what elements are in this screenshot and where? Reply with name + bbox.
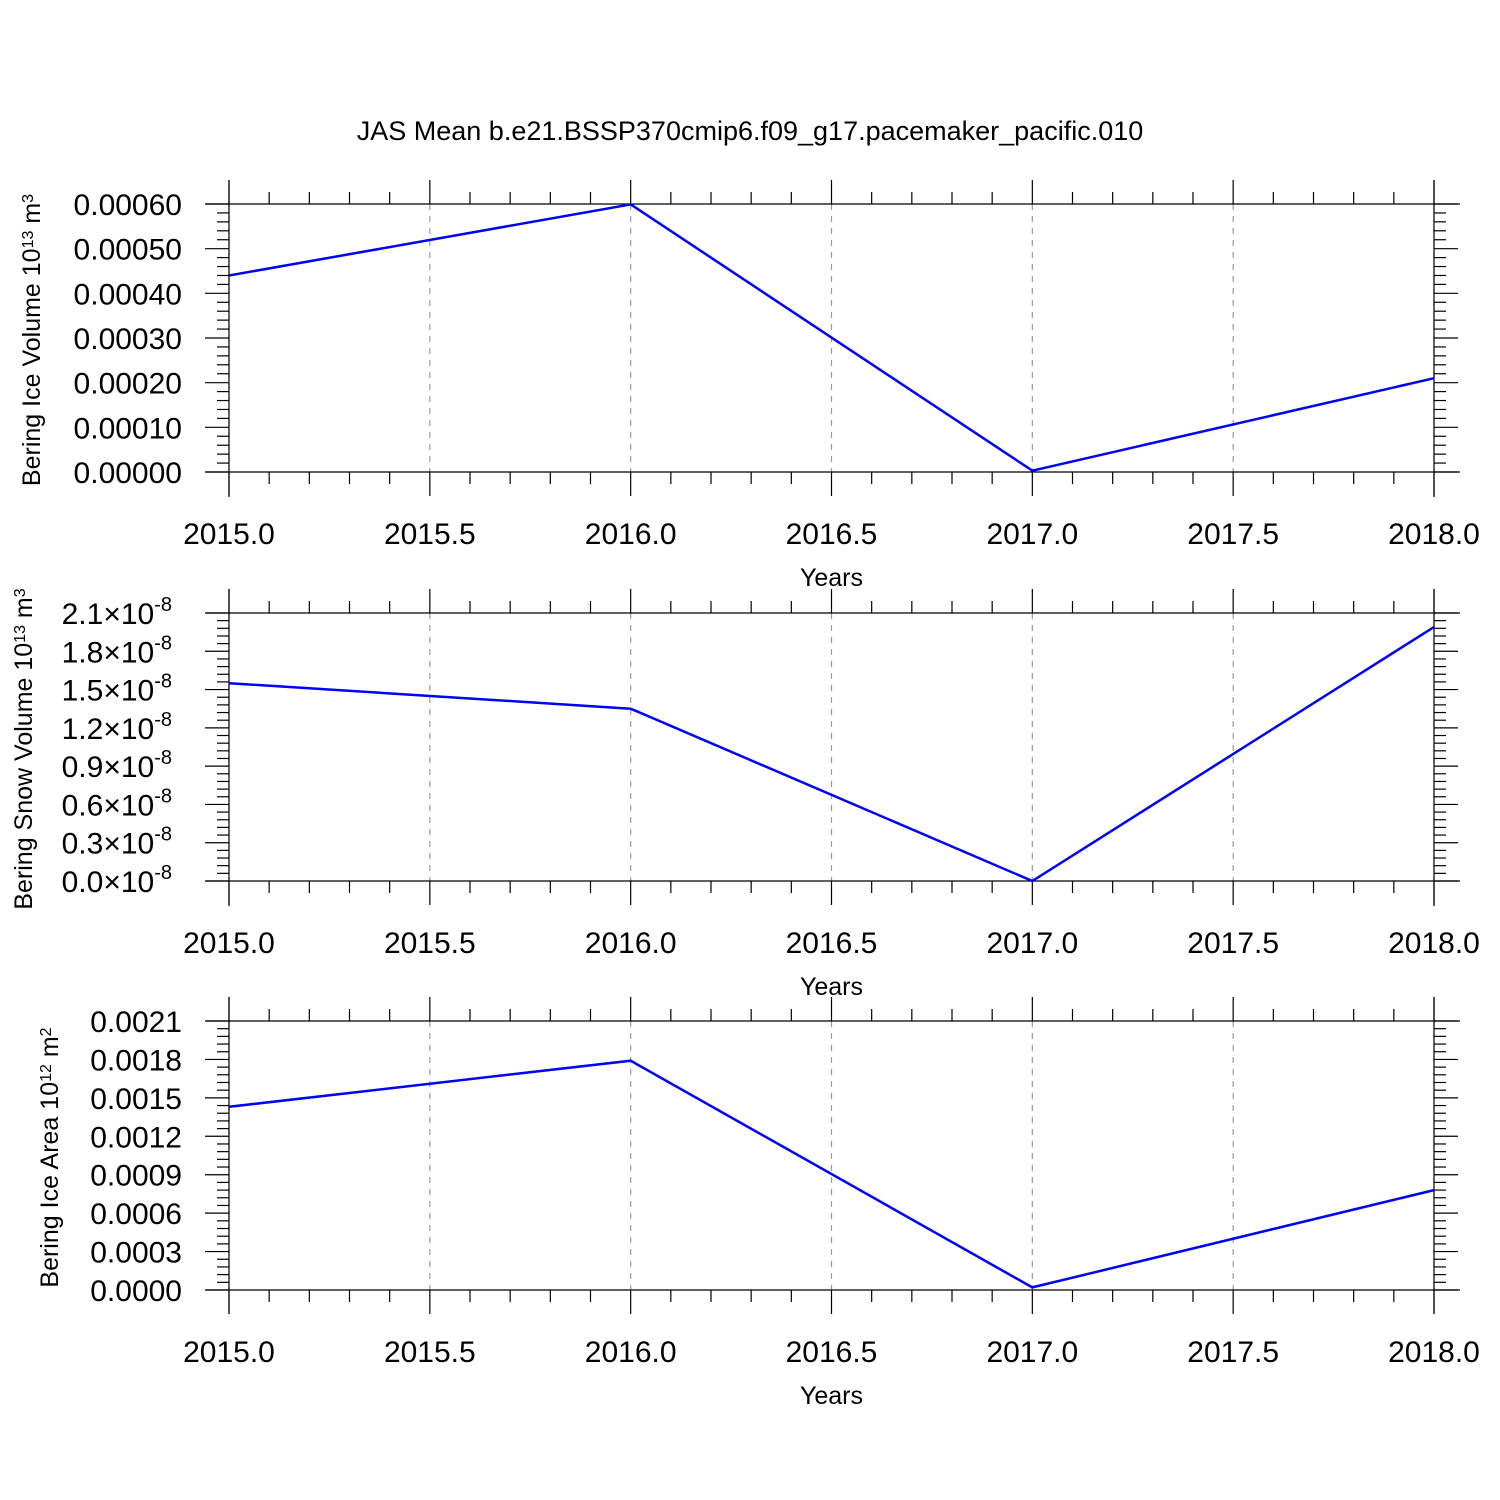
chart-panel-3: 2015.0 2015.5 2016.0 2016.5 2017.0 2017.5 2018… — [36, 997, 1480, 1410]
y-tick-label: 0.0003 — [90, 1237, 182, 1270]
x-tick-label: 2015.5 — [384, 518, 476, 551]
x-tick-label: 2015.0 — [183, 518, 275, 551]
y-tick-label: 2.1×10-8 — [62, 594, 172, 631]
series-line — [228, 203, 1435, 473]
y-tick-label: 0.00030 — [74, 323, 182, 356]
x-tick-label: 2017.5 — [1187, 927, 1279, 960]
x-tick-label: 2016.0 — [585, 927, 677, 960]
y-tick-label: 0.0×10-8 — [62, 862, 172, 899]
x-tick-label: 2017.0 — [986, 518, 1078, 551]
x-tick-label: 2015.5 — [384, 927, 476, 960]
x-tick-label: 2016.5 — [786, 927, 878, 960]
y-axis-label: Bering Ice Area 1012 m2 — [36, 1027, 64, 1287]
x-tick-label: 2016.0 — [585, 518, 677, 551]
series-line — [228, 625, 1435, 883]
x-tick-label: 2015.0 — [183, 1336, 275, 1369]
y-tick-label: 0.00000 — [74, 457, 182, 490]
x-tick-label: 2016.5 — [786, 518, 878, 551]
y-tick-label: 0.00060 — [74, 189, 182, 222]
x-tick-label: 2018.0 — [1388, 1336, 1480, 1369]
figure-title: JAS Mean b.e21.BSSP370cmip6.f09_g17.pace… — [357, 116, 1144, 146]
x-axis-label: Years — [800, 973, 863, 1001]
y-tick-label: 0.9×10-8 — [62, 747, 172, 784]
y-tick-label: 0.0018 — [90, 1044, 182, 1077]
y-tick-label: 0.0012 — [90, 1121, 182, 1154]
y-tick-label: 0.6×10-8 — [62, 785, 172, 822]
y-tick-label: 0.00010 — [74, 412, 182, 445]
x-tick-label: 2016.5 — [786, 1336, 878, 1369]
y-tick-label: 1.2×10-8 — [62, 709, 172, 746]
x-axis-label: Years — [800, 1382, 863, 1410]
x-tick-label: 2015.5 — [384, 1336, 476, 1369]
y-tick-label: 0.0015 — [90, 1083, 182, 1116]
y-tick-label: 0.0009 — [90, 1160, 182, 1193]
panels: 2015.0 2015.5 2016.0 2016.5 2017.0 2017.5 2018… — [10, 180, 1480, 1410]
x-tick-label: 2016.0 — [585, 1336, 677, 1369]
x-tick-label: 2018.0 — [1388, 518, 1480, 551]
y-tick-label: 1.8×10-8 — [62, 632, 172, 669]
x-tick-label: 2017.0 — [986, 1336, 1078, 1369]
x-tick-label: 2018.0 — [1388, 927, 1480, 960]
y-axis-label: Bering Ice Volume 1013 m3 — [18, 194, 46, 486]
y-tick-label: 0.0006 — [90, 1198, 182, 1231]
x-tick-label: 2017.5 — [1187, 1336, 1279, 1369]
x-tick-label: 2017.5 — [1187, 518, 1279, 551]
y-tick-label: 0.3×10-8 — [62, 824, 172, 861]
y-tick-label: 1.5×10-8 — [62, 671, 172, 708]
x-tick-label: 2017.0 — [986, 927, 1078, 960]
y-tick-label: 0.0000 — [90, 1275, 182, 1308]
y-tick-label: 0.00050 — [74, 234, 182, 267]
y-tick-label: 0.00040 — [74, 278, 182, 311]
y-tick-label: 0.00020 — [74, 368, 182, 401]
y-tick-label: 0.0021 — [90, 1006, 182, 1039]
x-tick-label: 2015.0 — [183, 927, 275, 960]
chart-panel-2: 2015.0 2015.5 2016.0 2016.5 2017.0 2017.5 2018… — [10, 588, 1480, 1001]
series-line — [228, 1059, 1435, 1289]
chart-panel-1: 2015.0 2015.5 2016.0 2016.5 2017.0 2017.5 2018… — [18, 180, 1480, 592]
y-axis-label: Bering Snow Volume 1013 m3 — [10, 588, 38, 909]
x-axis-label: Years — [800, 564, 863, 592]
